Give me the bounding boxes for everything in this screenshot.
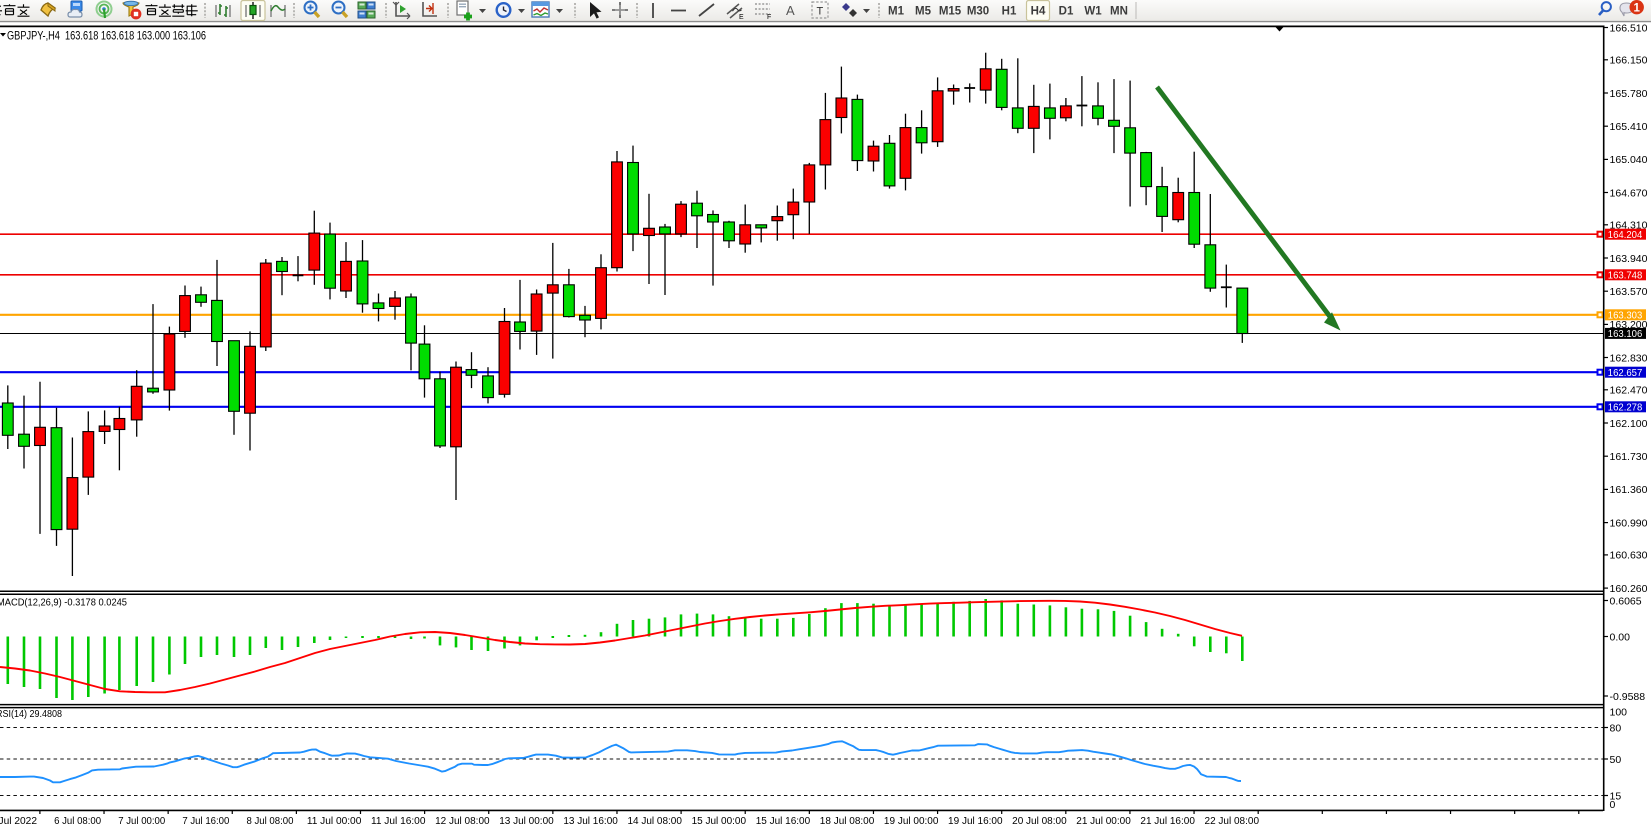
svg-text:163.748: 163.748 <box>1608 270 1643 282</box>
svg-text:21 Jul 00:00: 21 Jul 00:00 <box>1076 816 1131 827</box>
svg-text:6 Jul 08:00: 6 Jul 08:00 <box>54 816 101 827</box>
svg-text:A: A <box>786 3 795 18</box>
svg-text:80: 80 <box>1610 722 1622 734</box>
svg-text:12 Jul 08:00: 12 Jul 08:00 <box>435 816 490 827</box>
svg-text:162.278: 162.278 <box>1608 402 1643 414</box>
svg-text:161.360: 161.360 <box>1610 484 1648 496</box>
svg-text:18 Jul 08:00: 18 Jul 08:00 <box>820 816 875 827</box>
svg-text:T: T <box>817 6 824 18</box>
svg-text:162.830: 162.830 <box>1610 352 1648 364</box>
svg-text:162.100: 162.100 <box>1610 418 1648 430</box>
svg-text:19 Jul 16:00: 19 Jul 16:00 <box>948 816 1003 827</box>
svg-text:164.204: 164.204 <box>1608 229 1643 241</box>
svg-text:20 Jul 08:00: 20 Jul 08:00 <box>1012 816 1067 827</box>
svg-text:0.00: 0.00 <box>1610 631 1631 643</box>
svg-text:M15: M15 <box>939 6 962 18</box>
svg-text:163.940: 163.940 <box>1610 253 1648 265</box>
svg-text:H1: H1 <box>1002 6 1017 18</box>
svg-text:13 Jul 16:00: 13 Jul 16:00 <box>563 816 618 827</box>
svg-text:166.510: 166.510 <box>1610 22 1648 34</box>
svg-text:21 Jul 16:00: 21 Jul 16:00 <box>1140 816 1195 827</box>
svg-text:15 Jul 16:00: 15 Jul 16:00 <box>756 816 811 827</box>
svg-text:164.670: 164.670 <box>1610 187 1648 199</box>
svg-text:W1: W1 <box>1084 6 1102 18</box>
svg-text:MACD(12,26,9) -0.3178 0.0245: MACD(12,26,9) -0.3178 0.0245 <box>0 598 127 609</box>
svg-text:RSI(14) 29.4808: RSI(14) 29.4808 <box>0 709 62 720</box>
svg-text:165.040: 165.040 <box>1610 154 1648 166</box>
svg-text:7 Jul 16:00: 7 Jul 16:00 <box>182 816 229 827</box>
svg-text:162.657: 162.657 <box>1608 367 1643 379</box>
svg-text:0.6065: 0.6065 <box>1610 595 1642 607</box>
svg-text:161.730: 161.730 <box>1610 451 1648 463</box>
svg-text:M1: M1 <box>888 6 905 18</box>
svg-text:GBPJPY-,H4 163.618 163.618 16: GBPJPY-,H4 163.618 163.618 163.000 163.1… <box>7 29 206 43</box>
svg-text:H4: H4 <box>1031 6 1046 18</box>
svg-text:15 Jul 00:00: 15 Jul 00:00 <box>692 816 747 827</box>
svg-text:F: F <box>767 14 771 21</box>
svg-text:50: 50 <box>1610 754 1622 766</box>
svg-text:165.780: 165.780 <box>1610 88 1648 100</box>
svg-text:14 Jul 08:00: 14 Jul 08:00 <box>627 816 682 827</box>
svg-text:5 Jul 2022: 5 Jul 2022 <box>0 816 37 827</box>
svg-text:D1: D1 <box>1059 6 1074 18</box>
svg-text:M5: M5 <box>915 6 932 18</box>
svg-text:165.410: 165.410 <box>1610 121 1648 133</box>
svg-text:11 Jul 00:00: 11 Jul 00:00 <box>307 816 362 827</box>
svg-text:E: E <box>739 14 744 21</box>
svg-text:M30: M30 <box>967 6 989 18</box>
svg-text:160.990: 160.990 <box>1610 517 1648 529</box>
svg-text:MN: MN <box>1110 6 1128 18</box>
svg-text:11 Jul 16:00: 11 Jul 16:00 <box>371 816 426 827</box>
svg-text:8 Jul 08:00: 8 Jul 08:00 <box>246 816 293 827</box>
svg-text:163.570: 163.570 <box>1610 286 1648 298</box>
svg-text:164.310: 164.310 <box>1610 220 1648 232</box>
svg-text:163.303: 163.303 <box>1608 310 1643 322</box>
svg-text:160.260: 160.260 <box>1610 583 1648 595</box>
svg-text:1: 1 <box>1633 2 1640 14</box>
svg-text:166.150: 166.150 <box>1610 55 1648 67</box>
svg-text:7 Jul 00:00: 7 Jul 00:00 <box>118 816 165 827</box>
svg-text:22 Jul 08:00: 22 Jul 08:00 <box>1205 816 1260 827</box>
svg-text:13 Jul 00:00: 13 Jul 00:00 <box>499 816 554 827</box>
svg-text:0: 0 <box>1610 799 1616 811</box>
svg-text:162.470: 162.470 <box>1610 385 1648 397</box>
svg-text:19 Jul 00:00: 19 Jul 00:00 <box>884 816 939 827</box>
svg-text:163.106: 163.106 <box>1608 328 1643 340</box>
svg-text:15: 15 <box>1610 790 1622 802</box>
svg-text:-0.9588: -0.9588 <box>1610 691 1646 703</box>
svg-text:100: 100 <box>1610 706 1628 718</box>
svg-text:160.630: 160.630 <box>1610 550 1648 562</box>
